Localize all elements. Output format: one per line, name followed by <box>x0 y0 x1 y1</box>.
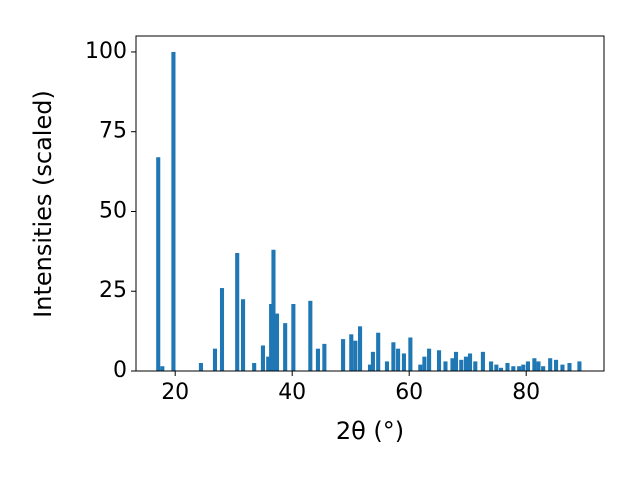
bar <box>358 326 363 371</box>
bar <box>315 348 320 371</box>
bar <box>418 364 423 371</box>
bar <box>517 366 522 371</box>
bar <box>463 356 468 371</box>
bar <box>560 364 565 371</box>
bar <box>548 358 553 371</box>
bar <box>422 356 427 371</box>
bar <box>489 361 494 371</box>
bar <box>505 363 510 371</box>
bar <box>212 348 218 371</box>
bar <box>453 351 459 371</box>
bar <box>459 359 464 371</box>
bar <box>480 351 485 371</box>
bar <box>450 358 455 371</box>
bar <box>370 351 375 371</box>
bar <box>353 340 358 371</box>
bar <box>511 366 516 371</box>
bar <box>341 339 346 371</box>
bar <box>525 361 530 371</box>
bar <box>241 299 246 371</box>
bar <box>567 363 572 371</box>
bar <box>266 356 271 371</box>
bar <box>498 367 504 371</box>
y-tick-label: 75 <box>99 119 127 144</box>
bar <box>291 304 296 371</box>
bar <box>553 359 559 371</box>
bar <box>391 342 396 371</box>
x-tick-label: 80 <box>512 380 540 405</box>
bar <box>521 364 526 371</box>
bar <box>473 361 478 371</box>
bar <box>198 363 203 371</box>
y-tick-label: 100 <box>85 39 127 64</box>
bar <box>541 366 546 371</box>
bar <box>235 252 240 371</box>
y-tick-label: 25 <box>99 278 127 303</box>
bar <box>532 358 537 371</box>
x-axis-label: 2θ (°) <box>336 417 404 445</box>
bar <box>271 249 276 371</box>
bar <box>219 288 225 371</box>
bar <box>384 361 390 371</box>
bar <box>160 366 165 371</box>
bar <box>536 361 541 371</box>
bar <box>467 353 473 371</box>
y-tick-label: 0 <box>113 358 127 383</box>
bar <box>577 361 582 371</box>
bar <box>349 334 354 371</box>
bar <box>269 304 274 371</box>
bar <box>396 348 401 371</box>
bar <box>443 361 448 371</box>
bar <box>274 313 280 371</box>
bar <box>322 343 327 371</box>
bar <box>252 363 257 371</box>
x-tick-label: 20 <box>161 380 189 405</box>
bar <box>408 337 413 371</box>
bar <box>260 345 265 371</box>
bar <box>171 51 176 371</box>
plot-frame <box>135 35 605 372</box>
y-axis-label: Intensities (scaled) <box>29 90 57 318</box>
bar <box>156 157 161 371</box>
bar <box>283 323 288 371</box>
bar <box>494 364 499 371</box>
bar <box>376 332 381 371</box>
bar <box>436 350 442 371</box>
bar <box>401 353 406 371</box>
y-tick-label: 50 <box>99 198 127 223</box>
bar <box>308 300 313 371</box>
x-tick-label: 60 <box>395 380 423 405</box>
bar <box>367 364 373 371</box>
bar <box>427 348 432 371</box>
x-tick-label: 40 <box>278 380 306 405</box>
